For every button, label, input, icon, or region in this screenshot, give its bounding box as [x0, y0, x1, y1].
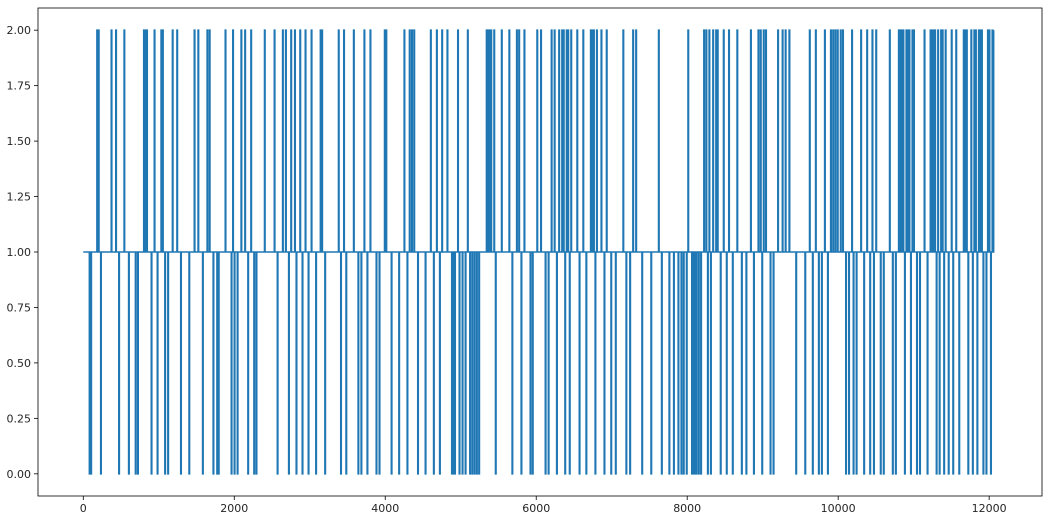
plot-area	[83, 29, 995, 475]
x-tick-label: 6000	[522, 502, 550, 515]
y-tick-label: 1.50	[7, 135, 32, 148]
x-tick-label: 4000	[371, 502, 399, 515]
series-line-0	[83, 29, 995, 475]
axes: 0 2000 4000 6000 8000 10000 12000 0.00 0.25 0.50 0…	[7, 7, 1043, 515]
y-tick-label: 0.00	[7, 468, 32, 481]
x-tick-label: 2000	[220, 502, 248, 515]
x-tick-label: 12000	[972, 502, 1007, 515]
y-tick-label: 0.50	[7, 357, 32, 370]
y-tick-label: 1.00	[7, 246, 32, 259]
y-tick-label: 0.25	[7, 412, 32, 425]
y-tick-label: 0.75	[7, 301, 32, 314]
y-tick-label: 1.25	[7, 191, 32, 204]
x-tick-label: 8000	[673, 502, 701, 515]
x-tick-label: 10000	[821, 502, 856, 515]
y-tick-label: 1.75	[7, 80, 32, 93]
x-tick-label: 0	[80, 502, 87, 515]
y-tick-label: 2.00	[7, 24, 32, 37]
